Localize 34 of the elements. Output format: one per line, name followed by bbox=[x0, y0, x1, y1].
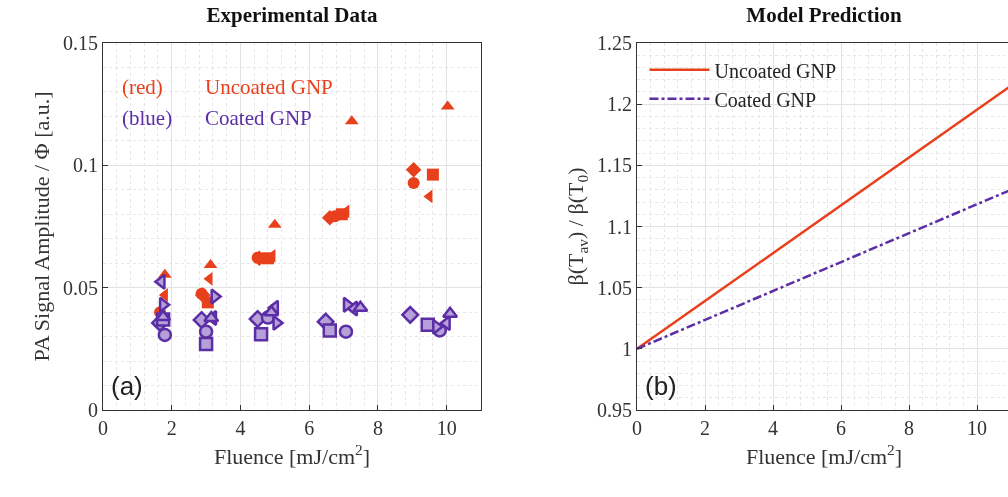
legend-label: Coated GNP bbox=[714, 88, 817, 111]
y-tick-label: 0.05 bbox=[63, 276, 98, 299]
y-axis-title: PA Signal Amplitude / Φ [a.u.] bbox=[29, 91, 54, 362]
x-tick-label: 10 bbox=[967, 417, 987, 439]
x-tick-label: 2 bbox=[166, 417, 177, 439]
annotation: (blue) bbox=[122, 106, 173, 130]
y-tick-label: 0.95 bbox=[597, 399, 632, 421]
x-tick-label: 10 bbox=[436, 417, 457, 439]
legend-label: Uncoated GNP bbox=[714, 59, 837, 82]
chart-title: Model Prediction bbox=[746, 3, 902, 28]
x-tick-label: 8 bbox=[904, 417, 914, 439]
annotation: (a) bbox=[111, 371, 143, 401]
y-tick-label: 1 bbox=[622, 337, 632, 360]
y-tick-label: 1.05 bbox=[597, 276, 632, 299]
x-tick-label: 2 bbox=[700, 417, 710, 439]
y-tick-label: 0 bbox=[88, 399, 98, 421]
y-tick-label: 0.15 bbox=[63, 32, 98, 54]
x-axis-title: Fluence [mJ/cm$^{2}$] bbox=[745, 440, 903, 469]
y-tick-label: 1.25 bbox=[597, 32, 632, 54]
chart-title: Experimental Data bbox=[206, 3, 378, 28]
y-tick-label: 1.15 bbox=[597, 154, 632, 177]
x-tick-label: 8 bbox=[372, 417, 383, 439]
x-tick-label: 6 bbox=[836, 417, 846, 439]
x-axis-title: Fluence [mJ/cm$^{2}$] bbox=[213, 440, 371, 469]
x-tick-label: 4 bbox=[235, 417, 246, 439]
x-tick-label: 4 bbox=[768, 417, 778, 439]
y-tick-label: 0.1 bbox=[73, 154, 98, 177]
annotation: Uncoated GNP bbox=[205, 75, 333, 99]
annotation: (b) bbox=[645, 371, 677, 401]
x-tick-label: 6 bbox=[304, 417, 315, 439]
annotation: (red) bbox=[122, 75, 163, 99]
y-tick-label: 1.1 bbox=[607, 215, 632, 238]
y-tick-label: 1.2 bbox=[607, 93, 632, 116]
annotation: Coated GNP bbox=[205, 106, 312, 130]
